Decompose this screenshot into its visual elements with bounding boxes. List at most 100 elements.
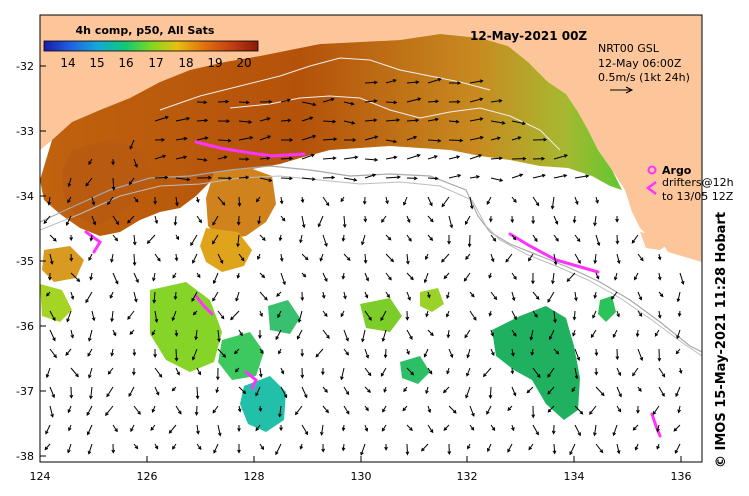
current-vector-head — [486, 201, 491, 205]
current-vector-head — [258, 408, 263, 413]
current-vector — [574, 405, 583, 415]
current-vector-head — [204, 118, 209, 123]
current-vector-head — [616, 260, 621, 265]
current-vector-head — [595, 199, 599, 204]
current-vector-head — [442, 389, 447, 394]
current-vector — [259, 177, 272, 182]
current-vector-head — [639, 257, 644, 262]
current-vector-head — [315, 353, 320, 358]
current-vector — [507, 443, 513, 453]
current-vector-head — [321, 448, 326, 453]
info-block: NRT00 GSL 12-May 06:00Z 0.5m/s (1kt 24h) — [598, 42, 690, 94]
current-vector-head — [223, 155, 228, 160]
current-vector-head — [197, 446, 202, 451]
current-vector-head — [86, 412, 90, 416]
current-vector-head — [219, 259, 224, 264]
current-vector — [295, 405, 303, 415]
current-vector-head — [196, 274, 201, 279]
current-vector-head — [127, 315, 131, 320]
current-vector-head — [151, 409, 156, 413]
current-vector — [364, 100, 377, 103]
current-vector — [511, 272, 517, 280]
current-vector — [175, 156, 187, 160]
current-vector — [196, 405, 198, 415]
current-vector — [175, 177, 190, 181]
current-vector-head — [387, 236, 392, 241]
current-vector-head — [574, 297, 578, 302]
current-vector — [280, 119, 291, 122]
current-vector-head — [174, 332, 179, 337]
current-vector-head — [134, 445, 139, 450]
current-vector — [616, 234, 618, 244]
current-vector-head — [427, 409, 432, 414]
current-vector — [406, 81, 419, 84]
current-vector-head — [676, 298, 681, 303]
current-vector-head — [592, 314, 596, 319]
current-vector — [175, 117, 190, 122]
current-vector — [259, 291, 268, 301]
current-vector-head — [659, 293, 664, 298]
current-vector-head — [368, 316, 372, 321]
current-vector-head — [114, 237, 119, 242]
current-vector — [406, 154, 420, 160]
current-vector-head — [479, 97, 484, 102]
current-vector-head — [446, 334, 451, 339]
current-vector — [532, 196, 540, 206]
current-vector — [490, 348, 495, 356]
current-vector-head — [67, 183, 72, 188]
current-vector — [443, 272, 450, 279]
current-vector-head — [657, 314, 662, 319]
current-vector — [364, 158, 378, 161]
current-vector-head — [65, 221, 70, 226]
current-vector-head — [446, 370, 450, 375]
current-vector — [381, 215, 387, 223]
current-vector-head — [330, 97, 335, 102]
current-vector-head — [577, 432, 581, 437]
current-vector-head — [632, 372, 636, 377]
current-vector — [343, 405, 350, 415]
current-vector — [66, 310, 72, 322]
current-vector — [174, 291, 177, 300]
current-vector-head — [576, 356, 581, 361]
current-vector-head — [286, 98, 292, 103]
current-vector-head — [613, 276, 618, 281]
current-vector — [637, 291, 642, 300]
current-vector — [175, 348, 178, 361]
current-vector — [469, 136, 484, 141]
current-vector-head — [311, 177, 316, 181]
current-vector-head — [388, 276, 392, 281]
current-vector — [469, 234, 471, 247]
current-vector — [175, 253, 178, 261]
current-vector-head — [594, 371, 599, 376]
current-vector — [511, 196, 517, 203]
bathymetry-contour — [40, 165, 702, 353]
current-vector-head — [340, 313, 344, 318]
current-vector-head — [300, 199, 305, 204]
current-vector-head — [226, 119, 231, 123]
current-vector-head — [279, 200, 284, 205]
current-vector-head — [550, 205, 555, 210]
current-vector-head — [469, 205, 474, 210]
current-vector-head — [91, 317, 96, 322]
current-vector — [547, 291, 555, 303]
current-vector-head — [52, 317, 56, 322]
current-vector-head — [279, 427, 283, 432]
current-vector-head — [217, 338, 221, 343]
current-vector-head — [255, 392, 259, 397]
current-vector-head — [434, 117, 440, 122]
current-vector — [652, 405, 660, 415]
current-vector-head — [572, 316, 577, 321]
sst-lime-patch — [360, 298, 402, 332]
current-vector-head — [593, 222, 597, 227]
current-vector-head — [417, 97, 422, 101]
current-vector-head — [491, 427, 496, 432]
current-vector-head — [470, 426, 475, 431]
current-vector — [259, 135, 271, 141]
current-vector-head — [76, 278, 81, 283]
current-vector-head — [203, 157, 208, 162]
current-vector-head — [301, 224, 306, 229]
x-tick-label: 134 — [564, 470, 585, 483]
current-vector-head — [137, 411, 141, 415]
current-vector — [195, 329, 198, 340]
current-vector-head — [449, 224, 454, 229]
